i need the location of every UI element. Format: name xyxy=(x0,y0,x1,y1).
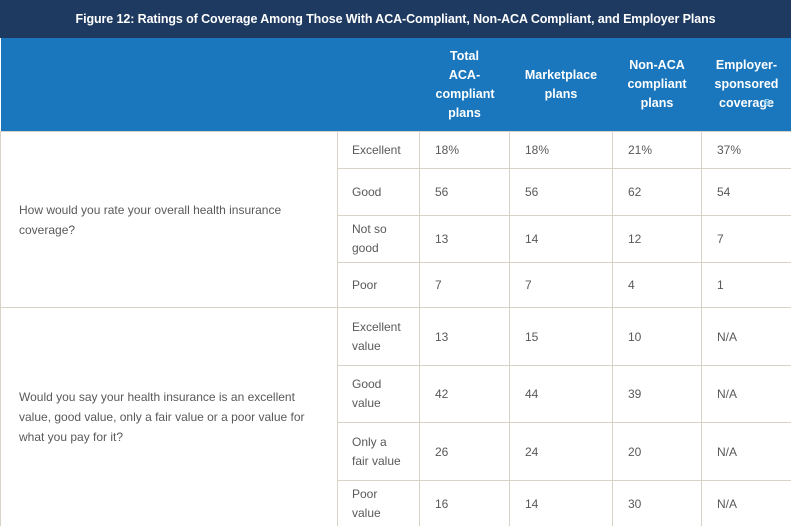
header-row: Total ACA-compliant plans Marketplace pl… xyxy=(0,38,791,132)
table-row: Would you say your health insurance is a… xyxy=(0,307,791,526)
table-row: Good 56 56 62 54 xyxy=(1,168,791,216)
value-cell: 14 xyxy=(509,215,613,263)
value-cell: 16 xyxy=(419,480,510,526)
table-row: How would you rate your overall health i… xyxy=(0,131,791,308)
question-cell-value-rating: Would you say your health insurance is a… xyxy=(0,307,338,526)
value-cell: 15 xyxy=(509,307,613,366)
header-marketplace-plans: Marketplace plans xyxy=(509,38,613,132)
value-cell: 20 xyxy=(612,422,702,481)
figure-title: Figure 12: Ratings of Coverage Among Tho… xyxy=(75,12,716,26)
rating-label-cell: Poor value xyxy=(337,480,420,526)
table-row: Not so good 13 14 12 7 xyxy=(1,215,791,263)
value-cell: 18% xyxy=(509,131,613,169)
value-cell: 21% xyxy=(612,131,702,169)
header-rating-spacer xyxy=(337,38,420,132)
value-cell: 13 xyxy=(419,215,510,263)
question-text: How would you rate your overall health i… xyxy=(19,202,282,237)
column-header-label: Employer-sponsored coverage xyxy=(714,58,779,110)
value-cell: 44 xyxy=(509,365,613,423)
figure-title-bar: Figure 12: Ratings of Coverage Among Tho… xyxy=(0,0,791,38)
value-cell: 14 xyxy=(509,480,613,526)
value-cell: 56 xyxy=(509,168,613,216)
value-cell: N/A xyxy=(701,365,791,423)
rating-label-cell: Excellent value xyxy=(337,307,420,366)
value-cell: N/A xyxy=(701,307,791,366)
table-row: Only a fair value 26 24 20 N/A xyxy=(1,422,791,481)
rating-label-cell: Good value xyxy=(337,365,420,423)
value-cell: 39 xyxy=(612,365,702,423)
rating-label-cell: Excellent xyxy=(337,131,420,169)
rating-label-cell: Poor xyxy=(337,262,420,308)
header-question-spacer xyxy=(0,38,338,132)
ratings-table: Total ACA-compliant plans Marketplace pl… xyxy=(0,38,791,526)
rating-label-cell: Not so good xyxy=(337,215,420,263)
value-cell: 54 xyxy=(701,168,791,216)
value-cell: 4 xyxy=(612,262,702,308)
question-cell-overall-rating: How would you rate your overall health i… xyxy=(0,131,338,308)
value-cell: N/A xyxy=(701,422,791,481)
value-cell: 10 xyxy=(612,307,702,366)
table-row: Poor value 16 14 30 N/A xyxy=(1,480,791,526)
table-row: Poor 7 7 4 1 xyxy=(1,262,791,308)
value-cell: 62 xyxy=(612,168,702,216)
header-non-aca-compliant-plans: Non-ACA compliant plans xyxy=(612,38,702,132)
value-cell: 18% xyxy=(419,131,510,169)
value-cell: 7 xyxy=(701,215,791,263)
value-cell: 37% xyxy=(701,131,791,169)
question-text: Would you say your health insurance is a… xyxy=(19,390,305,444)
column-header-label: Non-ACA compliant plans xyxy=(627,58,687,110)
value-cell: 13 xyxy=(419,307,510,366)
value-cell: 42 xyxy=(419,365,510,423)
value-cell: 24 xyxy=(509,422,613,481)
value-cell: N/A xyxy=(701,480,791,526)
value-cell: 7 xyxy=(509,262,613,308)
column-header-label: Total ACA-compliant plans xyxy=(435,48,495,120)
header-total-aca-compliant-plans: Total ACA-compliant plans xyxy=(419,38,510,132)
column-header-label: Marketplace plans xyxy=(524,67,598,101)
header-employer-sponsored-coverage: Employer-sponsored coverage 5 xyxy=(701,38,791,132)
rating-label-cell: Good xyxy=(337,168,420,216)
footnote-marker-5: 5 xyxy=(763,98,770,109)
value-cell: 12 xyxy=(612,215,702,263)
value-cell: 26 xyxy=(419,422,510,481)
value-cell: 56 xyxy=(419,168,510,216)
rating-label-cell: Only a fair value xyxy=(337,422,420,481)
table-row: Good value 42 44 39 N/A xyxy=(1,365,791,423)
value-cell: 7 xyxy=(419,262,510,308)
value-cell: 1 xyxy=(701,262,791,308)
value-cell: 30 xyxy=(612,480,702,526)
